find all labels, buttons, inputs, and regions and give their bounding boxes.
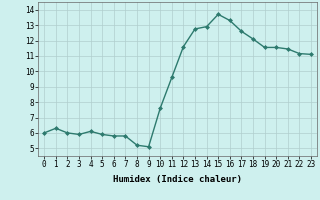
X-axis label: Humidex (Indice chaleur): Humidex (Indice chaleur) [113,175,242,184]
